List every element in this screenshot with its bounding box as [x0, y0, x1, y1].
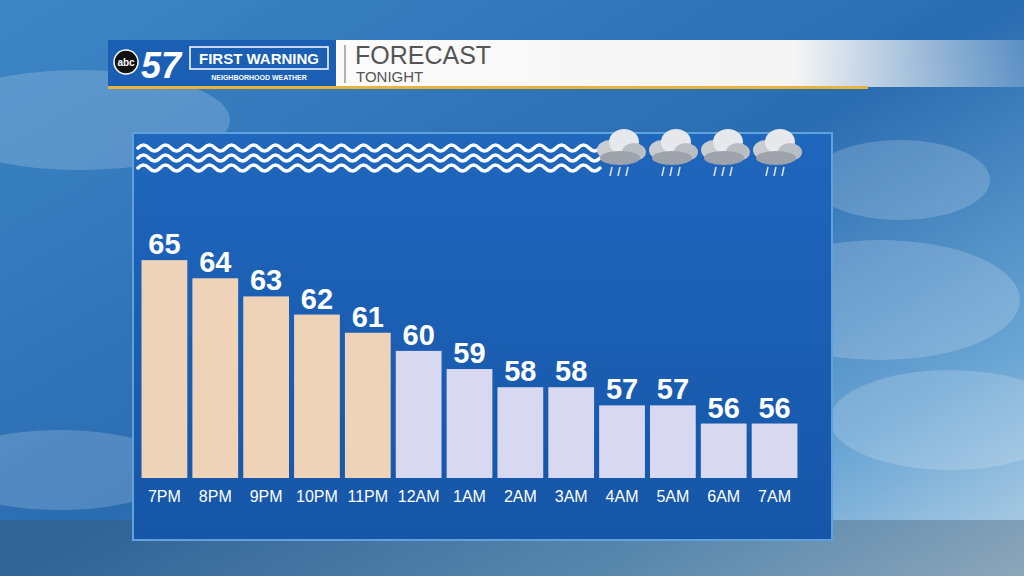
x-tick-label: 6AM	[707, 488, 740, 505]
wave	[138, 145, 600, 151]
data-label: 59	[453, 337, 485, 369]
logo-box	[108, 40, 336, 86]
bar	[142, 260, 188, 478]
bar	[752, 424, 798, 478]
bar	[345, 333, 391, 478]
data-label: 63	[250, 264, 282, 296]
rain-drop	[722, 167, 724, 176]
x-tick-label: 7PM	[148, 488, 181, 505]
bar	[243, 296, 289, 478]
rain-drop	[774, 167, 776, 176]
title: FORECAST	[355, 41, 491, 69]
panel	[133, 133, 832, 540]
logo-number: 57	[141, 45, 183, 86]
data-label: 57	[657, 373, 689, 405]
background	[0, 0, 1024, 576]
x-tick-label: 1AM	[453, 488, 486, 505]
rain-drop	[662, 167, 664, 176]
bar	[396, 351, 442, 478]
rain-drop	[618, 167, 620, 176]
data-label: 57	[606, 373, 638, 405]
wind-icon	[138, 145, 600, 171]
bar	[599, 405, 645, 478]
subtitle: TONIGHT	[356, 68, 423, 85]
x-tick-label: 5AM	[656, 488, 689, 505]
x-tick-label: 12AM	[398, 488, 440, 505]
bar	[294, 315, 340, 478]
bars	[142, 260, 798, 478]
rain-drop	[610, 167, 612, 176]
cloud-part	[704, 151, 744, 165]
x-tick-label: 9PM	[250, 488, 283, 505]
rain-drop	[782, 167, 784, 176]
logo-frame	[190, 47, 328, 69]
wave	[138, 155, 600, 161]
labels: 65 7PM 64 8PM 63 9PM 62 10PM 61 11PM 60 12AM 59 1AM 58…	[148, 228, 791, 505]
cloud-bg	[830, 370, 1024, 470]
bar	[650, 405, 696, 478]
rain-cloud-icon	[701, 129, 750, 176]
data-label: 65	[148, 228, 180, 260]
x-tick-label: 10PM	[296, 488, 338, 505]
data-label: 56	[708, 392, 740, 424]
rain-drop	[670, 167, 672, 176]
bar	[447, 369, 493, 478]
x-tick-label: 7AM	[758, 488, 791, 505]
separator	[344, 45, 346, 83]
canvas: abc 57 FIRST WARNING NEIGHBORHOOD WEATHER FO…	[0, 0, 1024, 576]
x-tick-label: 2AM	[504, 488, 537, 505]
header-rule	[108, 86, 868, 89]
logo-tagline: NEIGHBORHOOD WEATHER	[211, 74, 307, 81]
logo-warning: FIRST WARNING	[199, 50, 319, 67]
cloud-part	[756, 151, 796, 165]
bar	[497, 387, 543, 478]
data-label: 58	[504, 355, 536, 387]
bar	[192, 278, 238, 478]
data-label: 62	[301, 283, 333, 315]
cloud-part	[652, 151, 692, 165]
rain-drop	[766, 167, 768, 176]
rain-drop	[714, 167, 716, 176]
data-label: 64	[199, 246, 231, 278]
rain-cloud-icon	[597, 129, 646, 176]
cloud-bg	[810, 140, 990, 220]
x-tick-label: 3AM	[555, 488, 588, 505]
rain-drop	[678, 167, 680, 176]
rain-drop	[730, 167, 732, 176]
bar	[701, 424, 747, 478]
header-bar	[108, 40, 1024, 87]
rain-drop	[626, 167, 628, 176]
data-label: 60	[403, 319, 435, 351]
data-label: 56	[758, 392, 790, 424]
bar	[548, 387, 594, 478]
data-label: 61	[352, 301, 384, 333]
data-label: 58	[555, 355, 587, 387]
rain-cloud-icon	[753, 129, 802, 176]
rain-cloud-icon	[649, 129, 698, 176]
wave	[138, 165, 600, 171]
x-tick-label: 4AM	[606, 488, 639, 505]
x-tick-label: 8PM	[199, 488, 232, 505]
logo-abc: abc	[117, 57, 135, 68]
logo-circle	[114, 50, 138, 74]
x-tick-label: 11PM	[348, 488, 389, 505]
cloud-part	[600, 151, 640, 165]
